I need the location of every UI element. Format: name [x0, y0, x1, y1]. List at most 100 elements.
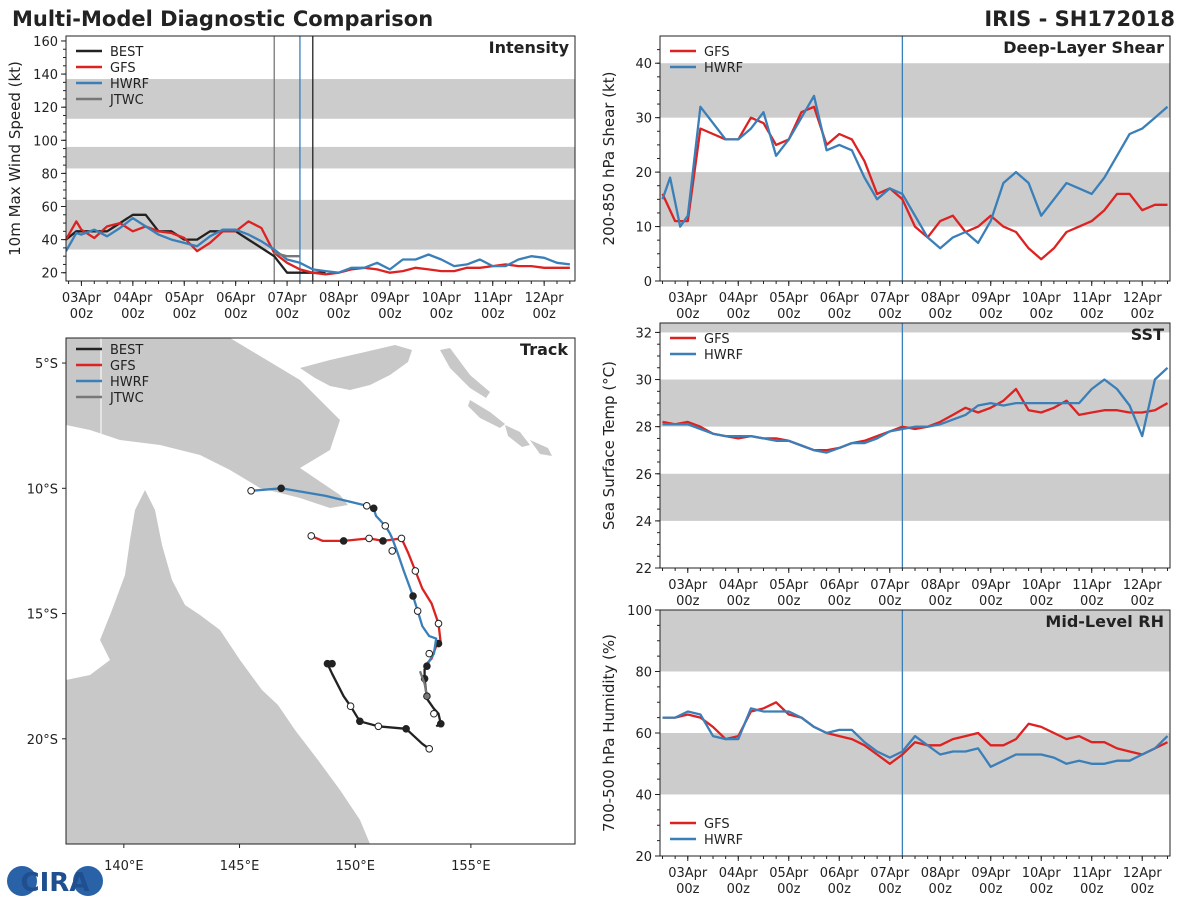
land-new-guinea — [66, 338, 348, 508]
intensity-ytick-label: 20 — [41, 267, 58, 282]
rh-xtick-label: 07Apr — [870, 866, 910, 881]
land-solomon-2 — [505, 425, 530, 447]
land-australia — [66, 490, 370, 844]
shear-xtick-label: 00z — [828, 307, 852, 322]
track-xtick-label: 150°E — [335, 859, 375, 874]
shear-band — [660, 63, 1170, 118]
shear-ytick-label: 40 — [635, 57, 652, 72]
intensity-xtick-label: 00z — [275, 307, 299, 322]
track-line-jtwc — [418, 670, 429, 697]
rh-plot-area — [660, 610, 1170, 856]
intensity-band — [66, 146, 575, 169]
sst-series-hwrf — [662, 366, 1169, 454]
track-point-best — [374, 722, 383, 731]
intensity-xtick-label: 06Apr — [216, 291, 256, 306]
track-legend-label-hwrf: HWRF — [110, 375, 149, 390]
intensity-xtick-label: 03Apr — [62, 291, 102, 306]
map-land — [66, 338, 552, 844]
rh-xtick-label: 06Apr — [820, 866, 860, 881]
rh-xtick-label: 05Apr — [769, 866, 809, 881]
rh-chart: 2040608010003Apr00z04Apr00z05Apr00z06Apr… — [600, 604, 1171, 897]
shear-xtick-label: 06Apr — [820, 291, 860, 306]
sst-title: SST — [1131, 325, 1164, 344]
storm-name: IRIS - SH172018 — [984, 7, 1175, 31]
track-legend-label-best: BEST — [110, 343, 143, 358]
shear-xtick-label: 08Apr — [921, 291, 961, 306]
track-point-hwrf — [277, 484, 285, 493]
map-frame — [65, 337, 576, 845]
sst-xtick-label: 09Apr — [971, 578, 1011, 593]
sst-xtick-label: 00z — [828, 594, 852, 609]
track-point-hwrf — [425, 649, 434, 658]
track-line-best — [326, 662, 430, 750]
shear-legend-label-hwrf: HWRF — [704, 61, 743, 76]
shear-xtick-label: 00z — [676, 307, 700, 322]
sst-xtick-label: 10Apr — [1022, 578, 1062, 593]
sst-xtick-label: 00z — [727, 594, 751, 609]
intensity-frame — [65, 35, 576, 282]
intensity-xtick-label: 00z — [224, 307, 248, 322]
shear-ytick-label: 30 — [635, 112, 652, 127]
shear-xtick-label: 00z — [777, 307, 801, 322]
rh-title: Mid-Level RH — [1045, 612, 1164, 631]
shear-ytick-label: 0 — [644, 275, 652, 290]
logo-globe-left — [7, 866, 37, 896]
rh-ytick-label: 40 — [635, 789, 652, 804]
shear-xtick-label: 10Apr — [1022, 291, 1062, 306]
track-map: Track 140°E 145°E 150°E 155°E 5°S 10°S 15°S 20°… — [27, 337, 576, 874]
shear-xtick-label: 04Apr — [719, 291, 759, 306]
shear-xtick-label: 00z — [1131, 307, 1155, 322]
sst-plot-area — [660, 323, 1170, 568]
rh-xtick-label: 00z — [777, 882, 801, 897]
land-new-ireland — [440, 348, 490, 398]
track-point-best — [356, 717, 364, 726]
intensity-xtick-label: 00z — [327, 307, 351, 322]
intensity-chart: 2040608010012014016003Apr00z04Apr00z05Ap… — [6, 35, 576, 322]
intensity-ytick-label: 160 — [33, 35, 58, 50]
intensity-ytick-label: 100 — [33, 134, 58, 149]
intensity-xtick-label: 11Apr — [473, 291, 513, 306]
track-ytick-label: 10°S — [27, 482, 58, 497]
track-point-best — [437, 719, 445, 728]
shear-xtick-label: 00z — [727, 307, 751, 322]
intensity-ytick-label: 80 — [41, 167, 58, 182]
track-line-hwrf — [251, 487, 438, 667]
sst-xtick-label: 00z — [1131, 594, 1155, 609]
sst-ylabel: Sea Surface Temp (°C) — [600, 361, 618, 530]
track-point-gfs — [397, 534, 406, 543]
sst-xtick-label: 00z — [979, 594, 1003, 609]
sst-ytick-label: 26 — [635, 468, 652, 483]
track-series — [247, 484, 445, 753]
sst-legend-label-hwrf: HWRF — [704, 348, 743, 363]
shear-xtick-label: 00z — [1030, 307, 1054, 322]
sst-ytick-label: 30 — [635, 374, 652, 389]
sst-xtick-label: 04Apr — [719, 578, 759, 593]
track-xtick-label: 155°E — [451, 859, 491, 874]
intensity-title: Intensity — [489, 38, 570, 57]
shear-xtick-label: 07Apr — [870, 291, 910, 306]
shear-ylabel: 200-850 hPa Shear (kt) — [600, 72, 618, 246]
shear-chart: 01020304003Apr00z04Apr00z05Apr00z06Apr00… — [600, 35, 1171, 322]
intensity-xtick-label: 12Apr — [525, 291, 565, 306]
track-title: Track — [520, 340, 568, 359]
sst-xtick-label: 05Apr — [769, 578, 809, 593]
rh-xtick-label: 00z — [878, 882, 902, 897]
rh-xtick-label: 00z — [979, 882, 1003, 897]
figure-title: Multi-Model Diagnostic Comparison — [12, 7, 433, 31]
shear-ytick-label: 10 — [635, 221, 652, 236]
land-solomon-1 — [468, 400, 505, 428]
rh-xtick-label: 00z — [1030, 882, 1054, 897]
rh-xtick-label: 00z — [929, 882, 953, 897]
shear-xtick-label: 11Apr — [1072, 291, 1112, 306]
rh-xtick-label: 12Apr — [1123, 866, 1163, 881]
rh-ytick-label: 100 — [627, 604, 652, 619]
sst-xtick-label: 00z — [676, 594, 700, 609]
rh-xtick-label: 04Apr — [719, 866, 759, 881]
shear-ytick-label: 20 — [635, 166, 652, 181]
track-point-jtwc — [423, 692, 431, 701]
logo-text: CIRA — [21, 868, 90, 898]
track-point-gfs — [365, 534, 373, 543]
sst-ytick-label: 28 — [635, 421, 652, 436]
rh-series-hwrf — [662, 707, 1169, 768]
